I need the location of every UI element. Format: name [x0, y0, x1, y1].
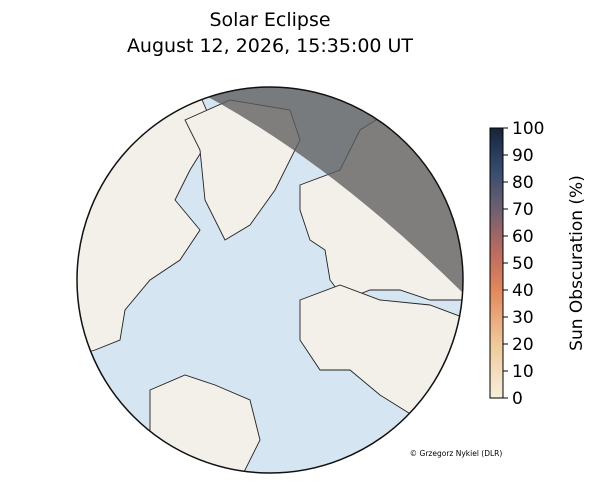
colorbar-tick-label: 80 [512, 173, 534, 193]
colorbar-tick-label: 60 [512, 227, 534, 247]
colorbar-tick-label: 50 [512, 254, 534, 274]
colorbar-tick-label: 90 [512, 146, 534, 166]
colorbar-tick-label: 30 [512, 308, 534, 328]
subtitle: August 12, 2026, 15:35:00 UT [127, 35, 413, 57]
colorbar-tick-label: 100 [512, 119, 544, 139]
globe-outline [76, 86, 464, 474]
colorbar-label: Sun Obscuration (%) [567, 175, 587, 351]
colorbar-tick-label: 10 [512, 362, 534, 382]
globe [77, 87, 463, 473]
colorbar-tick-label: 0 [512, 389, 523, 409]
colorbar-tick-label: 20 [512, 335, 534, 355]
colorbar-tick-label: 70 [512, 200, 534, 220]
credit: © Grzegorz Nykiel (DLR) [410, 449, 503, 458]
colorbar-tick-label: 40 [512, 281, 534, 301]
colorbar [489, 127, 504, 399]
title: Solar Eclipse [209, 9, 330, 31]
